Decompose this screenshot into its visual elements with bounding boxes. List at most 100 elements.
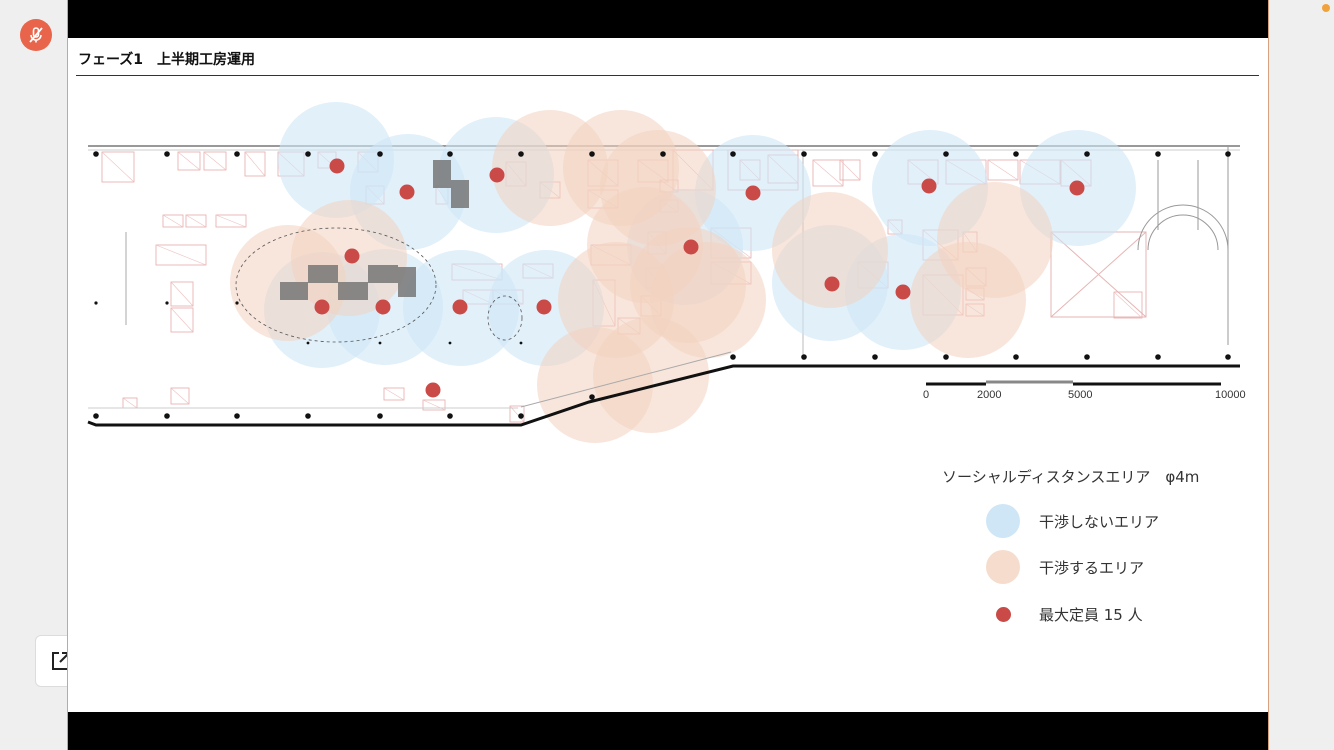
column: [1155, 151, 1161, 157]
person-marker: [425, 382, 441, 398]
column: [730, 354, 736, 360]
person-marker: [344, 248, 360, 264]
column-small: [235, 301, 239, 305]
furniture-outline: [177, 151, 201, 171]
legend-label: 干渉するエリア: [1039, 558, 1145, 577]
furniture-outline: [383, 387, 405, 401]
furniture-outline: [185, 214, 207, 228]
column-small: [306, 341, 310, 345]
column: [801, 354, 807, 360]
furniture-outline: [422, 399, 446, 411]
legend-item-non-interfering: 干渉しないエリア: [986, 503, 1159, 539]
person-marker: [824, 276, 840, 292]
interfering-area: [772, 192, 888, 308]
furniture-cross: [101, 151, 135, 183]
legend-swatch-orange: [986, 550, 1020, 584]
column: [447, 151, 453, 157]
furniture-outline: [839, 159, 861, 181]
column: [305, 151, 311, 157]
column: [1225, 151, 1231, 157]
furniture-cross: [1113, 291, 1143, 319]
person-marker: [375, 299, 391, 315]
furniture-cross: [162, 214, 184, 228]
furniture-cross: [244, 151, 266, 177]
column: [943, 354, 949, 360]
column-small: [378, 341, 382, 345]
column: [1013, 151, 1019, 157]
furniture-outline: [987, 159, 1019, 181]
column: [164, 151, 170, 157]
column: [872, 151, 878, 157]
person-marker: [489, 167, 505, 183]
column: [377, 151, 383, 157]
furniture-cross: [987, 159, 1019, 181]
scale-label-2000: 2000: [977, 389, 1002, 401]
furniture-cross: [155, 244, 207, 266]
person-marker: [745, 185, 761, 201]
interfering-area: [558, 242, 674, 358]
slide: フェーズ1 上半期工房運用: [67, 0, 1269, 750]
furniture-outline: [162, 214, 184, 228]
furniture-outline: [244, 151, 266, 177]
person-marker: [536, 299, 552, 315]
column: [518, 151, 524, 157]
furniture-outline: [101, 151, 135, 183]
scale-label-10000: 10000: [1215, 389, 1246, 401]
furniture-cross: [812, 159, 844, 187]
column: [801, 151, 807, 157]
furniture-outline: [215, 214, 247, 228]
person-marker: [1069, 180, 1085, 196]
column-small: [448, 341, 452, 345]
column: [589, 151, 595, 157]
furniture-outline: [170, 307, 194, 333]
furniture-outline: [812, 159, 844, 187]
furniture-cross: [203, 151, 227, 171]
furniture-outline: [1113, 291, 1143, 319]
legend-label: 最大定員 15 人: [1039, 605, 1143, 624]
mute-button[interactable]: [20, 19, 52, 51]
column: [518, 413, 524, 419]
furniture-outline: [155, 244, 207, 266]
letterbox-top: [68, 0, 1268, 38]
furniture-cross: [215, 214, 247, 228]
column: [943, 151, 949, 157]
legend-item-interfering: 干渉するエリア: [986, 549, 1144, 585]
furniture-cross: [170, 387, 190, 405]
column-small: [519, 341, 523, 345]
column: [305, 413, 311, 419]
legend-title: ソーシャルディスタンスエリア φ4m: [942, 468, 1200, 486]
furniture-cross: [383, 387, 405, 401]
column: [730, 151, 736, 157]
furniture-outline: [170, 387, 190, 405]
column: [1084, 151, 1090, 157]
person-marker: [921, 178, 937, 194]
furniture-cross: [177, 151, 201, 171]
column: [93, 413, 99, 419]
legend-item-capacity: 最大定員 15 人: [986, 596, 1143, 632]
column-small: [165, 301, 169, 305]
column: [660, 151, 666, 157]
furniture-cross: [185, 214, 207, 228]
person-marker: [895, 284, 911, 300]
column: [93, 151, 99, 157]
mic-off-icon: [29, 27, 43, 43]
column: [234, 151, 240, 157]
furniture-outline: [170, 281, 194, 307]
legend-label: 干渉しないエリア: [1039, 512, 1160, 531]
scale-label-0: 0: [923, 389, 930, 401]
person-marker: [329, 158, 345, 174]
column: [589, 394, 595, 400]
column-small: [94, 301, 98, 305]
furniture-outline: [509, 405, 525, 423]
person-marker: [399, 184, 415, 200]
furniture-cross: [170, 307, 194, 333]
column: [1084, 354, 1090, 360]
column: [1155, 354, 1161, 360]
title-divider: [76, 75, 1259, 76]
legend-swatch-red: [996, 606, 1011, 622]
column: [1013, 354, 1019, 360]
column: [1225, 354, 1231, 360]
person-marker: [683, 239, 699, 255]
person-marker: [452, 299, 468, 315]
furniture-cross: [170, 281, 194, 307]
